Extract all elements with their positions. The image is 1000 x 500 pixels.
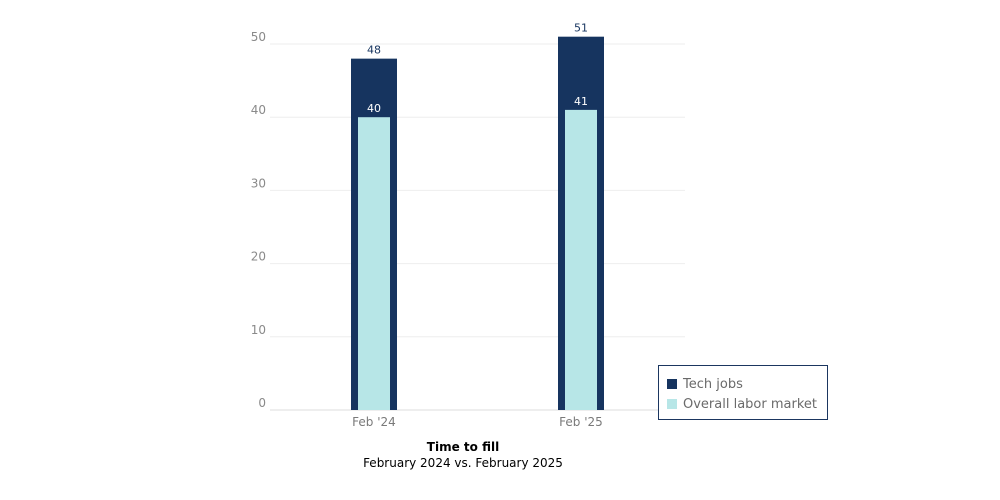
legend-item-tech-jobs: Tech jobs bbox=[667, 374, 827, 394]
x-tick-label-feb-25: Feb '25 bbox=[559, 415, 603, 429]
y-tick-label-30: 30 bbox=[251, 176, 266, 190]
data-label-overall-labor-market-feb-25: 41 bbox=[574, 95, 588, 108]
y-tick-label-50: 50 bbox=[251, 30, 266, 44]
legend-label-overall-labor-market: Overall labor market bbox=[683, 396, 817, 412]
x-axis-labels: Feb '24 Feb '25 bbox=[352, 415, 603, 429]
bar-overall-labor-market-feb-25 bbox=[565, 109, 597, 410]
bars bbox=[351, 36, 604, 411]
x-tick-label-feb-24: Feb '24 bbox=[352, 415, 396, 429]
y-tick-label-0: 0 bbox=[258, 396, 266, 410]
data-label-tech-jobs-feb-24: 48 bbox=[367, 44, 381, 57]
data-label-tech-jobs-feb-25: 51 bbox=[574, 22, 588, 35]
y-tick-label-40: 40 bbox=[251, 103, 266, 117]
data-labels: 48 40 51 41 bbox=[367, 22, 588, 116]
y-axis-ticks: 0 10 20 30 40 50 bbox=[251, 30, 266, 410]
legend-item-overall-labor-market: Overall labor market bbox=[667, 394, 827, 414]
chart-subtitle: February 2024 vs. February 2025 bbox=[363, 456, 563, 470]
gridlines bbox=[270, 43, 685, 411]
legend-swatch-overall-labor-market bbox=[667, 399, 677, 409]
data-label-overall-labor-market-feb-24: 40 bbox=[367, 102, 381, 115]
legend: Tech jobs Overall labor market bbox=[658, 365, 828, 420]
legend-swatch-tech-jobs bbox=[667, 379, 677, 389]
legend-label-tech-jobs: Tech jobs bbox=[683, 376, 743, 392]
y-tick-label-10: 10 bbox=[251, 323, 266, 337]
chart-caption: Time to fill February 2024 vs. February … bbox=[263, 440, 663, 471]
bar-overall-labor-market-feb-24 bbox=[358, 117, 390, 410]
y-tick-label-20: 20 bbox=[251, 250, 266, 264]
chart-title: Time to fill bbox=[426, 440, 500, 454]
